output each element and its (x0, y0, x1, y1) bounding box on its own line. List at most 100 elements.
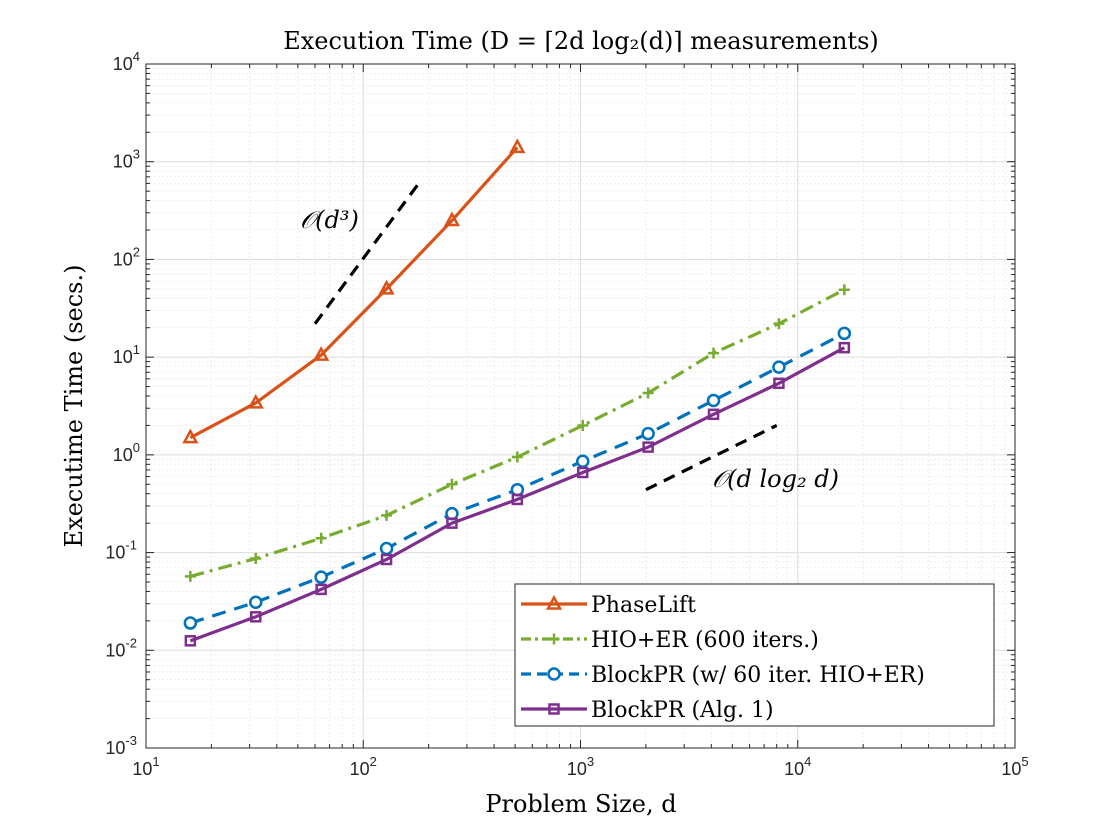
data-marker (182, 428, 199, 444)
tick-label-exponent: 1 (133, 342, 140, 357)
axis-ticks (145, 63, 1016, 749)
legend-item: PhaseLift (521, 593, 696, 618)
data-marker (837, 326, 852, 341)
tick-label-exponent: 2 (370, 754, 377, 769)
tick-label-base: 10 (113, 152, 133, 172)
data-marker (315, 583, 327, 596)
tick-label-base: 10 (784, 759, 804, 779)
series-hio-er-600-iters (184, 284, 850, 582)
data-marker (250, 552, 262, 564)
data-marker (380, 553, 393, 566)
data-marker (838, 284, 850, 296)
reference-line-label: 𝒪(d³) (300, 206, 359, 234)
data-marker (510, 482, 525, 497)
data-marker (773, 318, 785, 330)
legend-item: BlockPR (Alg. 1) (521, 698, 774, 723)
data-marker (708, 347, 720, 359)
data-marker (642, 387, 654, 399)
series-line (189, 146, 519, 440)
series-blockpr-alg-1 (184, 341, 851, 647)
data-marker (183, 616, 198, 630)
legend: PhaseLift HIO+ER (600 iters.) BlockPR (w/ … (514, 583, 995, 727)
data-marker (247, 393, 264, 409)
data-marker (315, 532, 327, 544)
tick-label-base: 10 (1001, 759, 1021, 779)
y-axis-label: Executime Time (secs.) (60, 265, 88, 548)
data-marker (641, 426, 655, 441)
data-marker (707, 408, 720, 421)
reference-line (313, 182, 420, 325)
data-marker (184, 635, 197, 647)
tick-label-exponent: -2 (125, 635, 137, 650)
x-tick-label: 10 3 (567, 754, 594, 779)
series-blockpr-w-60-iter-hio-er (183, 326, 852, 630)
data-marker (575, 454, 590, 469)
reference-line (645, 424, 778, 492)
y-tick-label: 10 2 (113, 244, 140, 269)
x-tick-label: 10 1 (132, 754, 159, 779)
y-tick-label: 10 -3 (105, 733, 137, 758)
data-marker (511, 451, 523, 463)
tick-label-exponent: 0 (133, 440, 140, 455)
tick-label-base: 10 (105, 738, 125, 758)
tick-label-base: 10 (350, 759, 370, 779)
tick-label-exponent: -1 (125, 538, 137, 553)
tick-label-base: 10 (113, 347, 133, 367)
data-marker (446, 517, 458, 529)
tick-label-exponent: 4 (804, 754, 811, 769)
legend-label: PhaseLift (591, 593, 696, 618)
tick-label-base: 10 (113, 249, 133, 269)
data-marker (576, 466, 589, 479)
legend-item: HIO+ER (600 iters.) (521, 628, 819, 653)
series-layer (182, 138, 852, 647)
legend-item: BlockPR (w/ 60 iter. HIO+ER) (521, 663, 925, 688)
tick-labels: 10 1 10 2 10 3 10 4 10 510 -310 -210 -110 010 110 210 31… (105, 49, 1028, 779)
data-marker (249, 611, 262, 623)
data-marker (509, 138, 526, 154)
legend-label: HIO+ER (600 iters.) (591, 628, 819, 653)
legend-label: BlockPR (w/ 60 iter. HIO+ER) (591, 663, 925, 688)
reference-line-label: 𝒪(d log₂ d) (712, 465, 839, 493)
data-marker (446, 478, 458, 490)
tick-label-base: 10 (567, 759, 587, 779)
data-marker (642, 441, 654, 453)
data-marker (773, 377, 785, 390)
tick-label-exponent: 3 (133, 147, 140, 162)
y-tick-label: 10 -1 (105, 538, 137, 563)
tick-label-exponent: 5 (1021, 754, 1028, 769)
y-tick-label: 10 4 (113, 49, 140, 74)
x-axis-label: Problem Size, d (485, 790, 676, 818)
y-tick-label: 10 0 (113, 440, 140, 465)
tick-label-base: 10 (113, 54, 133, 74)
y-tick-label: 10 1 (113, 342, 140, 367)
data-marker (443, 211, 461, 227)
tick-label-exponent: -3 (125, 733, 137, 748)
reference-lines: 𝒪(d³) 𝒪(d log₂ d) (300, 182, 839, 493)
y-tick-label: 10 3 (113, 147, 140, 172)
data-marker (184, 570, 196, 582)
x-tick-label: 10 5 (1001, 754, 1028, 779)
data-marker (511, 493, 524, 506)
tick-label-exponent: 2 (133, 244, 140, 259)
data-marker (248, 595, 263, 610)
x-tick-label: 10 2 (350, 754, 377, 779)
x-tick-label: 10 4 (784, 754, 811, 779)
data-marker (378, 279, 395, 295)
tick-label-exponent: 4 (133, 49, 140, 64)
series-line (189, 346, 846, 643)
data-marker (706, 393, 721, 408)
tick-label-exponent: 1 (152, 754, 159, 769)
tick-label-base: 10 (105, 640, 125, 660)
tick-label-base: 10 (105, 543, 125, 563)
data-marker (548, 633, 560, 645)
data-marker (772, 360, 786, 374)
tick-label-exponent: 3 (587, 754, 594, 769)
legend-box (514, 583, 995, 727)
data-marker (379, 541, 394, 556)
chart-title: Execution Time (D = ⌈2d log₂(d)⌉ measure… (283, 27, 879, 55)
data-marker (577, 419, 589, 431)
tick-label-base: 10 (132, 759, 152, 779)
data-marker (381, 509, 393, 521)
data-marker (838, 341, 851, 354)
